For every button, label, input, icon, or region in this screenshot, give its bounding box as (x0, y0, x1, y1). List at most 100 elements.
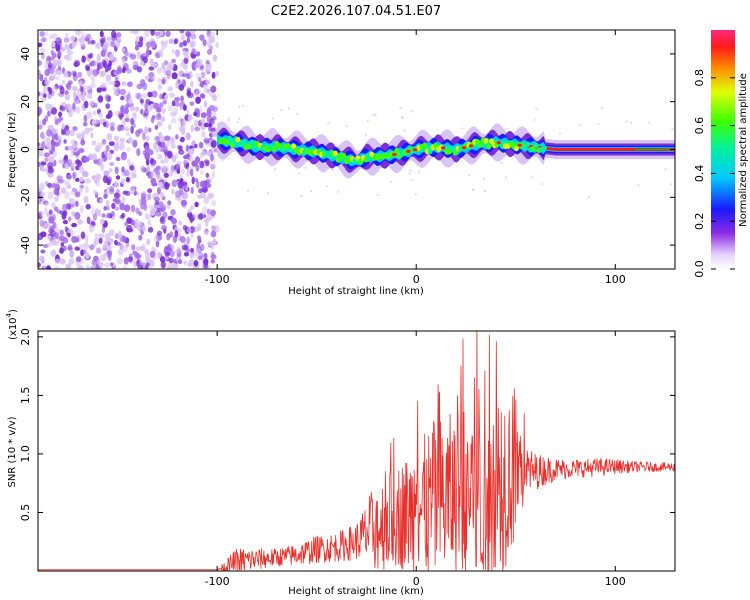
noise-blob (134, 45, 140, 51)
noise-blob (38, 212, 42, 218)
noise-blob (83, 100, 89, 109)
noise-blob (68, 216, 72, 222)
noise-blob (40, 231, 47, 238)
noise-blob (141, 93, 149, 98)
noise-blob (195, 51, 201, 57)
noise-blob (143, 248, 150, 254)
noise-blob (88, 224, 95, 233)
x-tick-label: 0 (413, 575, 420, 588)
noise-blob (69, 190, 75, 196)
noise-blob (51, 73, 57, 80)
noise-blob (118, 110, 124, 116)
noise-blob (188, 155, 194, 163)
noise-blob (120, 95, 125, 101)
y-tick-label: 2.0 (19, 328, 32, 346)
noise-blob (62, 220, 68, 225)
noise-blob (189, 42, 196, 48)
noise-blob (145, 258, 151, 264)
noise-blob (163, 172, 169, 178)
noise-blob (138, 211, 142, 217)
noise-blob (103, 206, 108, 211)
ridge-peak (496, 141, 501, 145)
noise-blob (38, 234, 41, 241)
noise-blob (136, 83, 143, 90)
noise-blob (123, 169, 130, 177)
noise-blob (106, 206, 110, 211)
noise-blob (58, 235, 66, 242)
noise-blob (157, 251, 162, 259)
noise-blob (166, 265, 173, 269)
noise-blob (156, 230, 163, 236)
noise-blob (53, 188, 59, 196)
noise-blob (82, 90, 87, 96)
noise-blob (192, 91, 196, 100)
noise-blob (163, 145, 168, 153)
noise-blob (78, 243, 84, 249)
noise-blob (161, 141, 166, 148)
noise-blob (190, 186, 194, 195)
noise-blob (38, 107, 43, 115)
noise-blob (113, 80, 121, 88)
noise-blob (75, 150, 81, 156)
noise-blob (92, 110, 97, 116)
noise-blob (80, 205, 84, 213)
noise-blob (63, 156, 68, 164)
noise-blob (92, 190, 98, 195)
noise-blob (85, 185, 89, 194)
ridge-blob (335, 157, 341, 163)
noise-blob (195, 89, 201, 98)
noise-blob (170, 117, 177, 124)
noise-blob (212, 110, 216, 118)
noise-blob (153, 31, 160, 36)
noise-blob (103, 194, 108, 199)
noise-blob (48, 66, 55, 75)
noise-blob (155, 200, 159, 205)
noise-blob (98, 95, 104, 103)
snr-multiplier: (x104) (5, 309, 19, 340)
noise-blob (121, 126, 126, 132)
noise-blob (206, 150, 212, 157)
noise-blob (75, 159, 81, 165)
ridge-blob (291, 143, 296, 150)
noise-blob (75, 30, 81, 36)
snr-y-axis-title: SNR (10 * v/v) (7, 416, 18, 487)
noise-blob (109, 161, 115, 166)
noise-blob (69, 250, 74, 258)
noise-blob (144, 213, 151, 220)
speck (500, 162, 503, 164)
noise-blob (128, 97, 133, 106)
noise-blob (93, 213, 97, 221)
noise-blob (72, 71, 77, 78)
noise-blob (110, 40, 116, 48)
noise-blob (92, 69, 99, 77)
noise-blob (67, 232, 71, 238)
noise-blob (38, 182, 45, 191)
y-tick-label: 1.0 (19, 445, 32, 463)
noise-blob (116, 32, 122, 38)
noise-blob (142, 51, 147, 57)
noise-blob (49, 225, 55, 231)
noise-blob (110, 125, 115, 132)
snr-multiplier-close: ) (8, 309, 19, 313)
noise-blob (161, 107, 166, 114)
noise-blob (126, 147, 131, 152)
noise-blob (121, 245, 128, 253)
noise-blob (134, 106, 140, 112)
noise-blob (102, 43, 109, 49)
noise-blob (50, 91, 55, 97)
noise-blob (207, 193, 214, 200)
noise-blob (75, 236, 80, 243)
noise-blob (98, 112, 103, 118)
noise-blob (66, 50, 74, 56)
noise-blob (210, 163, 216, 170)
noise-blob (214, 70, 220, 77)
y-tick-label: 1.5 (19, 387, 32, 405)
noise-blob (68, 109, 73, 117)
noise-blob (210, 242, 215, 250)
noise-blob (200, 112, 207, 119)
noise-blob (81, 55, 86, 63)
x-tick-label: 100 (605, 575, 626, 588)
noise-blob (65, 83, 71, 89)
noise-blob (53, 116, 58, 121)
